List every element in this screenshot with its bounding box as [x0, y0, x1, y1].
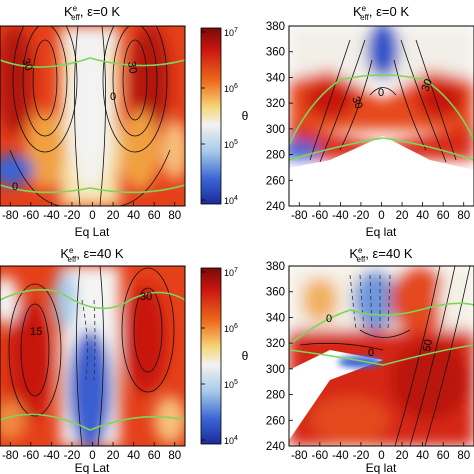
x-tick-label: -60	[312, 450, 329, 462]
y-tick-label: 340	[266, 312, 285, 324]
x-tick-label: 20	[396, 210, 409, 222]
contour-label: 30	[420, 77, 435, 93]
x-tick-label: -60	[312, 210, 329, 222]
y-axis-label: θ	[242, 109, 249, 123]
colorbar-tick-label: 106	[224, 83, 238, 94]
colorbar-tick-label: 107	[224, 27, 238, 38]
panel-title: Ke eff, ε=0 K	[353, 4, 409, 22]
panel-title: Ke eff, ε=40 K	[60, 246, 124, 264]
heatmap-field-top-left	[0, 26, 185, 206]
panel-title: Ke eff, ε=40 K	[349, 246, 413, 264]
contour-label: 30	[19, 57, 34, 73]
x-tick-label: 0	[378, 450, 384, 462]
y-tick-label: 380	[266, 261, 285, 273]
x-tick-label: 60	[148, 210, 161, 222]
y-tick-label: 360	[266, 287, 285, 299]
x-tick-label: 20	[396, 450, 409, 462]
y-tick-label: 300	[266, 364, 285, 376]
x-tick-label: -40	[332, 450, 349, 462]
x-tick-label: -80	[291, 450, 308, 462]
colorbar-tick-label: 104	[224, 435, 238, 446]
x-tick-label: -40	[332, 210, 349, 222]
x-tick-label: 40	[127, 210, 140, 222]
x-tick-label: -40	[43, 450, 60, 462]
colorbar-tick-label: 107	[224, 267, 238, 278]
y-tick-label: 300	[266, 124, 285, 136]
x-tick-label: 40	[416, 450, 429, 462]
y-tick-label: 240	[266, 441, 285, 453]
colorbar-tick-label: 106	[224, 323, 238, 334]
y-tick-label: 240	[266, 201, 285, 213]
panel-bottom-left: 15 30 Ke eff, ε=40 K -80 -60 -40 -20 0 20 40 60 8…	[0, 246, 186, 474]
x-tick-label: -80	[2, 210, 19, 222]
contour-label: 15	[30, 326, 42, 338]
contour-label: 30	[140, 291, 152, 303]
colorbar-tick-label: 105	[224, 139, 238, 150]
x-tick-label: 80	[168, 450, 181, 462]
heatmap-field-bottom-left	[0, 266, 185, 446]
x-tick-label: 0	[89, 210, 95, 222]
x-tick-label: 60	[148, 450, 161, 462]
x-tick-label: 40	[416, 210, 429, 222]
x-tick-label: 20	[107, 210, 120, 222]
x-tick-label: 60	[437, 210, 450, 222]
contour-label: 0	[110, 91, 116, 103]
x-tick-label: 80	[457, 210, 470, 222]
x-tick-label: -60	[23, 450, 40, 462]
colorbar-top: 107 106 105 104	[200, 27, 238, 206]
y-tick-label: 380	[266, 21, 285, 33]
panel-top-left: 30 30 0 0 Ke eff, ε=0 K -80 -60 -40 -20 0 20 40…	[0, 4, 186, 239]
x-tick-label: -60	[23, 210, 40, 222]
x-tick-label: -80	[291, 210, 308, 222]
x-tick-label: 20	[107, 450, 120, 462]
contour-label: 0	[378, 87, 384, 99]
y-tick-label: 360	[266, 47, 285, 59]
x-tick-label: 40	[127, 450, 140, 462]
y-tick-label: 280	[266, 150, 285, 162]
panel-bottom-right: 0 0 50 Ke eff, ε=40 K -80 -60 -40 -20 0 20 40 60…	[242, 246, 474, 474]
contour-label: 30	[125, 60, 139, 74]
heatmap-field-top-right	[289, 26, 474, 206]
x-tick-label: 0	[378, 210, 384, 222]
x-tick-label: -20	[353, 210, 370, 222]
contour-label: 0	[326, 313, 332, 325]
contour-label: 0	[368, 347, 374, 359]
x-tick-label: 80	[457, 450, 470, 462]
x-axis-label: Eq Lat	[75, 225, 110, 239]
x-tick-label: -20	[353, 450, 370, 462]
y-tick-label: 260	[266, 415, 285, 427]
y-tick-label: 340	[266, 72, 285, 84]
x-tick-label: 80	[168, 210, 181, 222]
contour-label: 0	[12, 181, 18, 193]
colorbar-bottom: 107 106 105 104	[200, 267, 238, 446]
y-tick-label: 320	[266, 98, 285, 110]
contour-label: 50	[421, 338, 435, 352]
x-tick-label: 0	[89, 450, 95, 462]
contour-label: 30	[349, 95, 364, 111]
x-axis-label: Eq lat	[366, 461, 397, 474]
x-tick-label: -40	[43, 210, 60, 222]
y-tick-label: 320	[266, 338, 285, 350]
heatmap-field-bottom-right	[289, 266, 474, 446]
y-axis-label: θ	[242, 349, 249, 363]
y-tick-label: 260	[266, 175, 285, 187]
x-axis-label: Eq Lat	[75, 461, 110, 474]
x-tick-label: -20	[64, 210, 81, 222]
x-axis-label: Eq lat	[366, 225, 397, 239]
x-tick-label: -80	[2, 450, 19, 462]
colorbar-tick-label: 105	[224, 379, 238, 390]
colorbar-tick-label: 104	[224, 195, 238, 206]
x-tick-label: -20	[64, 450, 81, 462]
x-tick-label: 60	[437, 450, 450, 462]
y-tick-label: 280	[266, 390, 285, 402]
panel-top-right: 0 30 30 Ke eff, ε=0 K -80 -60 -40 -20 0 20 40 60…	[242, 4, 474, 239]
panel-title: Ke eff, ε=0 K	[64, 4, 120, 22]
